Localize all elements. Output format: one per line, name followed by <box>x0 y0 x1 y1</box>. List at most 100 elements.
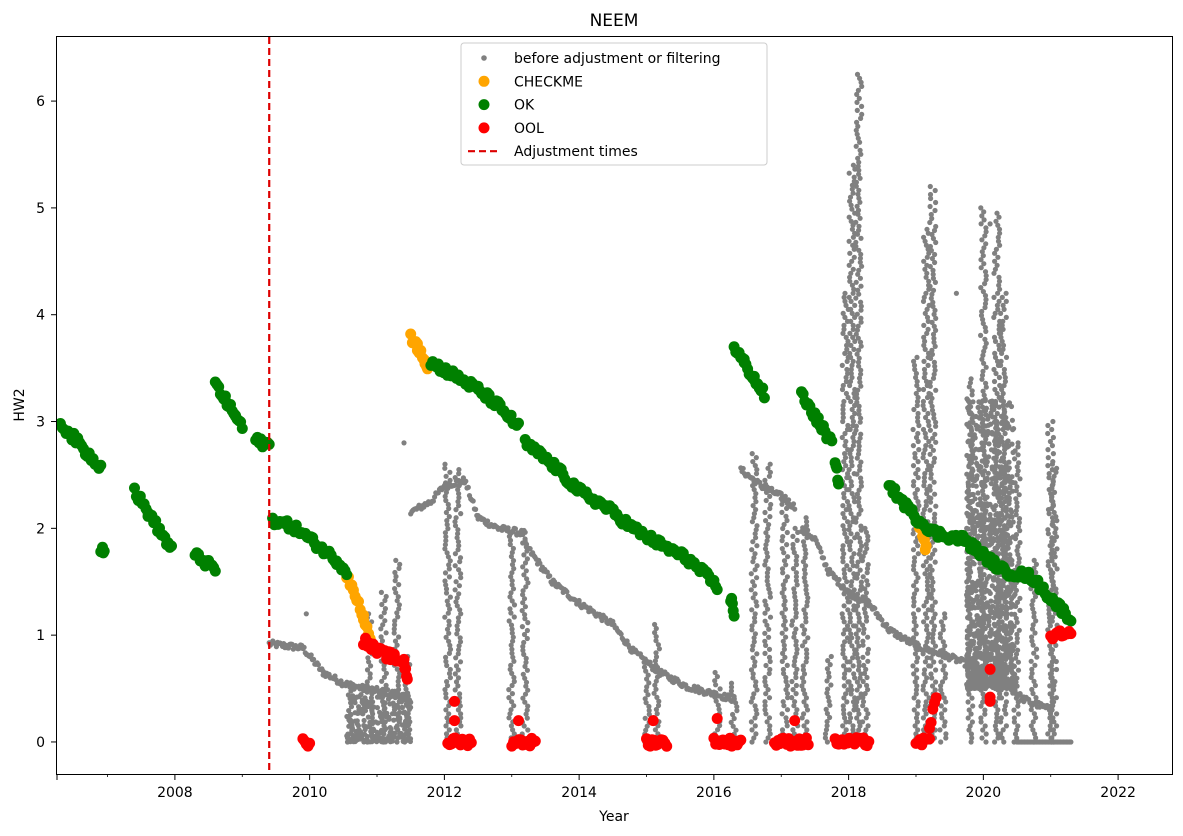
data-point <box>856 167 862 173</box>
data-point <box>985 603 991 609</box>
data-point <box>840 330 846 336</box>
data-point <box>926 302 932 308</box>
data-point <box>452 475 458 481</box>
data-point <box>841 571 848 577</box>
data-point <box>853 243 859 249</box>
data-point <box>790 727 796 733</box>
data-point <box>713 690 719 696</box>
data-point <box>848 366 854 373</box>
data-point <box>921 671 927 677</box>
data-point <box>997 230 1003 236</box>
data-point <box>850 290 856 296</box>
data-point <box>728 719 734 726</box>
data-point <box>470 498 476 504</box>
data-point <box>921 603 927 609</box>
data-point <box>922 571 928 577</box>
data-point <box>1006 519 1012 525</box>
data-point <box>728 610 740 622</box>
data-point <box>782 578 789 584</box>
data-point <box>993 512 999 518</box>
data-point <box>857 683 863 689</box>
data-point <box>857 255 864 261</box>
data-point <box>937 727 943 733</box>
data-point <box>847 711 853 717</box>
data-point <box>733 727 739 733</box>
data-point <box>941 695 947 701</box>
data-point <box>847 378 854 385</box>
data-point <box>844 699 850 705</box>
data-point <box>509 699 515 705</box>
data-point <box>853 427 859 433</box>
data-point <box>939 679 946 685</box>
data-point <box>1029 626 1036 632</box>
data-point <box>653 654 660 660</box>
data-point <box>783 715 789 721</box>
data-point <box>453 655 459 661</box>
data-point <box>603 615 609 621</box>
data-point <box>924 579 931 585</box>
data-point <box>845 370 851 377</box>
data-point <box>1031 711 1037 717</box>
data-point <box>522 536 528 542</box>
data-point <box>643 727 649 733</box>
data-point <box>784 529 790 536</box>
data-point <box>793 642 799 648</box>
data-point <box>860 553 866 560</box>
data-point <box>1049 699 1055 705</box>
data-point <box>656 670 663 676</box>
data-point <box>1012 456 1018 462</box>
data-point <box>521 723 527 729</box>
data-point <box>754 687 760 693</box>
data-point <box>937 631 944 637</box>
data-point <box>1052 554 1058 560</box>
data-point <box>996 374 1003 381</box>
data-point <box>982 281 988 287</box>
data-point <box>924 254 930 260</box>
data-point <box>1007 635 1014 641</box>
data-point <box>922 611 929 617</box>
data-point <box>765 606 771 612</box>
data-point <box>858 415 864 421</box>
data-point <box>989 583 995 589</box>
data-point <box>1001 451 1008 457</box>
data-point <box>856 511 862 517</box>
data-point <box>925 362 931 368</box>
data-point <box>827 662 833 668</box>
data-point <box>846 475 852 481</box>
data-point <box>354 718 360 724</box>
data-point <box>507 711 513 717</box>
data-point <box>802 691 808 697</box>
data-point <box>1000 346 1006 352</box>
data-point <box>994 658 1000 664</box>
data-point <box>1029 602 1035 608</box>
data-point <box>910 663 916 669</box>
data-point <box>920 426 927 433</box>
data-point <box>767 594 774 600</box>
data-point <box>392 734 398 740</box>
data-point <box>913 374 919 381</box>
data-point <box>521 631 528 638</box>
data-point <box>652 658 659 664</box>
data-point <box>864 674 870 681</box>
data-point <box>860 654 866 660</box>
data-point <box>1050 434 1056 441</box>
data-point <box>764 570 771 576</box>
data-point <box>763 691 769 697</box>
data-point <box>858 283 864 289</box>
data-point <box>922 703 929 709</box>
data-point <box>942 719 948 725</box>
data-point <box>860 630 867 636</box>
data-point <box>443 634 449 640</box>
data-point <box>981 428 987 434</box>
data-point <box>523 683 529 689</box>
data-point <box>864 578 870 584</box>
data-point <box>520 695 526 701</box>
data-point <box>800 667 807 673</box>
data-point <box>929 675 935 681</box>
data-point <box>854 203 860 209</box>
data-point <box>749 623 755 629</box>
data-point <box>754 563 760 569</box>
data-point <box>766 695 773 701</box>
data-point <box>1013 512 1019 518</box>
data-point <box>544 569 550 575</box>
